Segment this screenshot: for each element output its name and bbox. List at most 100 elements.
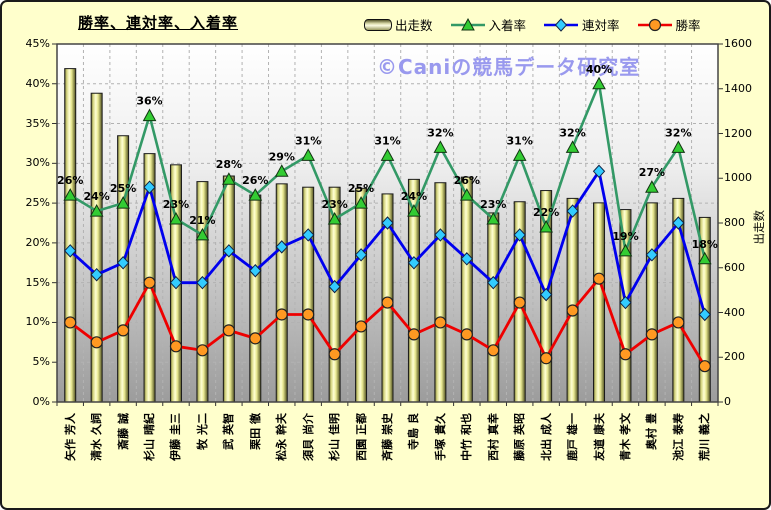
bar-swatch-icon bbox=[364, 18, 392, 31]
triangle-marker-icon bbox=[433, 140, 448, 153]
data-label: 32% bbox=[427, 126, 453, 139]
triangle-marker-icon bbox=[450, 17, 486, 32]
x-axis-label-text: 鹿戸 雄一 bbox=[566, 413, 580, 461]
circle-marker-icon bbox=[249, 332, 262, 345]
circle-marker-icon bbox=[540, 352, 553, 365]
left-axis-tick-label: 15% bbox=[25, 275, 50, 289]
circle-marker-icon bbox=[460, 328, 473, 341]
bar bbox=[275, 183, 288, 403]
x-axis-label-text: 荒川 義之 bbox=[698, 413, 712, 461]
x-axis-label: 杉山 晴紀 bbox=[143, 408, 156, 508]
diamond-marker-icon bbox=[645, 248, 659, 262]
bar bbox=[434, 182, 447, 403]
circle-marker-icon bbox=[381, 296, 394, 309]
line-series-入着率: 26%24%25%36%23%21%28%26%29%31%23%25%31%2… bbox=[57, 63, 718, 265]
diamond-marker-icon bbox=[302, 228, 315, 242]
line-series-連対率 bbox=[64, 164, 711, 322]
bar bbox=[302, 186, 315, 403]
right-axis-tick-label: 1000 bbox=[724, 171, 752, 185]
data-label: 36% bbox=[136, 95, 162, 108]
x-axis-label-text: 杉山 佳明 bbox=[328, 413, 342, 461]
left-axis-tick-label: 10% bbox=[25, 315, 50, 329]
triangle-marker-icon bbox=[63, 188, 78, 201]
plot-area: ©Caniの競馬データ研究室 26% 24% 25% 36% 23% 21% 28% 26% 29… bbox=[52, 43, 723, 406]
circle-marker-icon bbox=[698, 360, 711, 373]
right-axis-tick-label: 0 bbox=[724, 395, 731, 408]
circle-marker-icon bbox=[275, 308, 288, 321]
triangle-marker-icon bbox=[195, 227, 210, 241]
x-axis-label-text: 杉山 晴紀 bbox=[143, 413, 157, 461]
x-axis-label-text: 奥村 豊 bbox=[645, 413, 659, 450]
bar bbox=[64, 68, 77, 403]
x-axis-label-text: 藤原 英昭 bbox=[513, 413, 527, 461]
circle-marker-icon bbox=[143, 276, 156, 289]
x-axis-label: 中竹 和也 bbox=[460, 408, 473, 508]
data-label: 32% bbox=[559, 126, 585, 139]
data-label: 31% bbox=[507, 134, 533, 147]
legend-item-win-rate: 勝率 bbox=[637, 15, 701, 34]
right-axis-tick-label: 800 bbox=[724, 216, 745, 229]
x-axis-label: 奥村 豊 bbox=[645, 408, 658, 508]
triangle-marker-icon bbox=[539, 219, 553, 233]
circle-marker-icon bbox=[302, 308, 315, 321]
right-axis-tick-label: 1400 bbox=[724, 81, 752, 95]
x-axis-label-text: 伊藤 圭三 bbox=[169, 413, 183, 461]
triangle-marker-icon bbox=[512, 148, 527, 161]
diamond-marker-icon bbox=[434, 228, 447, 242]
x-axis-label: 栗田 徹 bbox=[249, 408, 262, 508]
diamond-marker-icon bbox=[539, 287, 553, 302]
legend-item-starts: 出走数 bbox=[364, 15, 433, 34]
diamond-marker-icon bbox=[554, 17, 568, 32]
x-axis-label: 北出 成人 bbox=[540, 408, 553, 508]
diamond-marker-icon bbox=[169, 275, 183, 290]
diamond-marker-icon bbox=[328, 279, 341, 294]
x-axis-label: 伊藤 圭三 bbox=[169, 408, 182, 508]
left-axis-tick-label: 35% bbox=[25, 116, 50, 130]
triangle-marker-icon bbox=[645, 180, 659, 193]
data-label: 25% bbox=[348, 182, 374, 195]
legend-item-place-rate: 入着率 bbox=[450, 15, 526, 34]
triangle-marker-icon bbox=[354, 196, 368, 209]
triangle-marker-icon bbox=[116, 196, 130, 209]
diamond-marker-icon bbox=[354, 248, 368, 262]
data-label: 23% bbox=[480, 198, 506, 211]
left-axis-tick-label: 20% bbox=[25, 235, 50, 249]
data-label: 23% bbox=[321, 198, 347, 211]
left-axis-tick-label: 5% bbox=[32, 355, 50, 369]
diamond-marker-icon bbox=[619, 295, 632, 310]
x-axis-label: 杉山 佳明 bbox=[328, 408, 341, 508]
triangle-marker-icon bbox=[671, 140, 686, 153]
data-label: 21% bbox=[189, 214, 215, 227]
triangle-marker-icon bbox=[407, 204, 421, 217]
chart-title: 勝率、連対率、入着率 bbox=[78, 14, 239, 32]
circle-marker-icon bbox=[222, 324, 235, 337]
left-axis-tick-label: 30% bbox=[25, 156, 50, 170]
data-label: 24% bbox=[83, 190, 109, 203]
bar bbox=[249, 194, 262, 403]
triangle-marker-icon bbox=[222, 172, 236, 185]
diamond-marker-icon bbox=[143, 180, 156, 194]
triangle-marker-icon bbox=[459, 188, 474, 201]
left-axis-tick-label: 0% bbox=[32, 395, 50, 408]
x-axis-label: 荒川 義之 bbox=[698, 408, 711, 508]
data-label: 22% bbox=[533, 206, 559, 219]
right-axis-tick-label: 1200 bbox=[724, 126, 752, 140]
x-axis-label: 鹿戸 雄一 bbox=[566, 408, 579, 508]
data-label: 31% bbox=[295, 134, 321, 147]
x-axis-label: 斉藤 崇史 bbox=[381, 408, 394, 508]
left-axis-tick-label: 40% bbox=[25, 76, 50, 90]
diamond-marker-icon bbox=[513, 228, 526, 242]
right-axis-tick-label: 200 bbox=[724, 350, 745, 364]
x-axis-label-text: 友道 康夫 bbox=[592, 413, 606, 461]
x-axis-label: 青木 孝文 bbox=[619, 408, 632, 508]
diamond-marker-icon bbox=[566, 204, 579, 218]
diamond-marker-icon bbox=[672, 216, 685, 230]
x-axis-label-text: 西村 真幸 bbox=[486, 413, 500, 461]
triangle-marker-icon bbox=[460, 17, 475, 30]
bar bbox=[487, 212, 500, 403]
diamond-marker-icon bbox=[407, 256, 421, 270]
x-axis-label-text: 栗田 徹 bbox=[248, 413, 262, 450]
plot-border bbox=[56, 43, 719, 403]
diamond-marker-icon bbox=[64, 244, 77, 258]
